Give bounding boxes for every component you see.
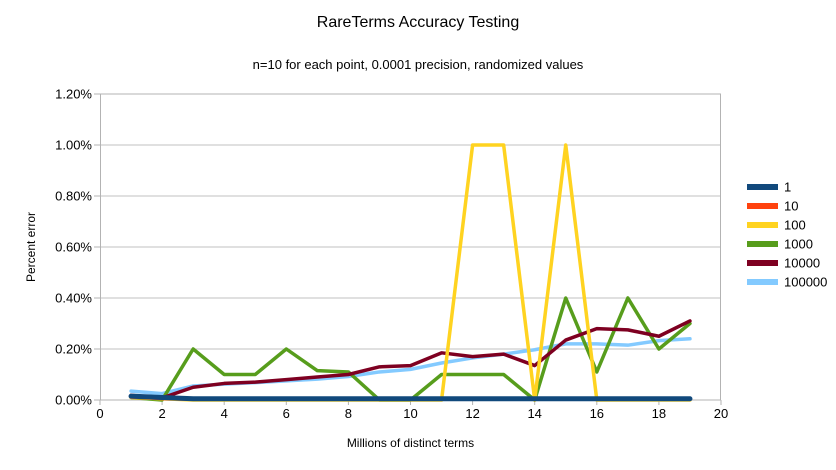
x-tick-label: 12 xyxy=(465,406,479,421)
y-tick-label: 1.20% xyxy=(55,87,92,102)
y-tick-label: 1.00% xyxy=(55,138,92,153)
legend-label-100000: 100000 xyxy=(784,275,827,290)
series-line-1 xyxy=(128,393,693,402)
y-tick-label: 0.00% xyxy=(55,393,92,408)
x-tick-label: 16 xyxy=(590,406,604,421)
x-tick-label: 0 xyxy=(96,406,103,421)
legend-label-100: 100 xyxy=(784,218,806,233)
x-tick-label: 10 xyxy=(403,406,417,421)
y-tick-label: 0.20% xyxy=(55,342,92,357)
legend-label-10000: 10000 xyxy=(784,256,820,271)
x-tick-label: 8 xyxy=(345,406,352,421)
x-tick-label: 2 xyxy=(158,406,165,421)
y-tick-label: 0.40% xyxy=(55,291,92,306)
x-tick-label: 18 xyxy=(652,406,666,421)
x-tick-label: 20 xyxy=(714,406,728,421)
series-line-100 xyxy=(129,143,692,402)
x-tick-label: 6 xyxy=(283,406,290,421)
x-tick-label: 4 xyxy=(221,406,228,421)
y-tick-label: 0.80% xyxy=(55,189,92,204)
x-axis-title: Millions of distinct terms xyxy=(346,436,475,450)
chart-subtitle: n=10 for each point, 0.0001 precision, r… xyxy=(252,57,584,72)
y-tick-label: 0.60% xyxy=(55,240,92,255)
x-tick-label: 14 xyxy=(527,406,541,421)
legend-label-1000: 1000 xyxy=(784,237,813,252)
chart-title: RareTerms Accuracy Testing xyxy=(316,14,520,31)
series-line-10000 xyxy=(129,319,692,400)
legend-label-10: 10 xyxy=(784,199,798,214)
legend-label-1: 1 xyxy=(784,180,791,195)
